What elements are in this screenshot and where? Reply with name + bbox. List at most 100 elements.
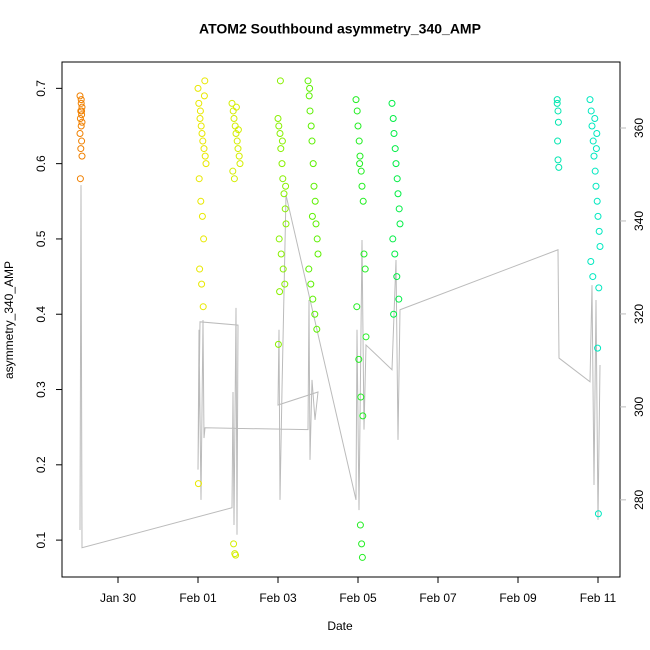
- scatter-point: [230, 540, 238, 548]
- scatter-point: [233, 137, 241, 145]
- scatter-point: [78, 103, 86, 111]
- scatter-point: [554, 118, 562, 126]
- scatter-point: [307, 280, 315, 288]
- line-series: [79, 185, 601, 549]
- x-tick-label: Feb 01: [179, 591, 217, 605]
- scatter-point: [278, 137, 286, 145]
- scatter-point: [393, 175, 401, 183]
- scatter-point: [197, 197, 205, 205]
- scatter-point: [392, 160, 400, 168]
- scatter-point: [274, 340, 282, 348]
- scatter-point: [362, 333, 370, 341]
- scatter-point: [595, 284, 603, 292]
- scatter-point: [196, 265, 204, 273]
- scatter-point: [359, 412, 367, 420]
- scatter-point: [595, 227, 603, 235]
- scatter-point: [352, 96, 360, 104]
- scatter-point: [232, 103, 240, 111]
- scatter-point: [590, 152, 598, 160]
- scatter-point: [305, 265, 313, 273]
- scatter-point: [78, 137, 86, 145]
- scatter-point: [554, 107, 562, 115]
- scatter-point: [308, 137, 316, 145]
- scatter-point: [357, 167, 365, 175]
- y-tick-label: 0.2: [34, 456, 48, 473]
- scatter-point: [311, 310, 319, 318]
- scatter-point: [231, 122, 239, 130]
- scatter-point: [77, 99, 85, 107]
- scatter-point: [275, 235, 283, 243]
- y-tick-label: 0.4: [34, 306, 48, 323]
- scatter-point: [196, 114, 204, 122]
- scatter-point: [195, 99, 203, 107]
- scatter-point: [197, 122, 205, 130]
- scatter-point: [76, 114, 84, 122]
- scatter-point: [307, 122, 315, 130]
- scatter-point: [355, 137, 363, 145]
- scatter-point: [390, 310, 398, 318]
- scatter-point: [277, 250, 285, 258]
- scatter-point: [278, 160, 286, 168]
- scatter-point: [77, 122, 85, 130]
- x-tick-label: Feb 07: [419, 591, 457, 605]
- scatter-point: [228, 99, 236, 107]
- scatter-point: [234, 145, 242, 153]
- scatter-point: [309, 295, 317, 303]
- scatter-point: [593, 197, 601, 205]
- scatter-point: [76, 175, 84, 183]
- scatter-point: [194, 84, 202, 92]
- scatter-point: [280, 190, 288, 198]
- y2-tick-label: 280: [632, 490, 646, 510]
- scatter-point: [306, 84, 314, 92]
- y-tick-label: 0.6: [34, 155, 48, 172]
- scatter-point: [589, 273, 597, 281]
- scatter-point: [281, 280, 289, 288]
- scatter-point: [306, 107, 314, 115]
- scatter-point: [594, 344, 602, 352]
- scatter-point: [311, 197, 319, 205]
- y-tick-label: 0.7: [34, 80, 48, 97]
- scatter-point: [279, 175, 287, 183]
- y-tick-label: 0.1: [34, 531, 48, 548]
- scatter-point: [313, 325, 321, 333]
- scatter-point: [314, 250, 322, 258]
- scatter-point: [358, 553, 366, 561]
- scatter-point: [276, 77, 284, 85]
- scatter-point: [358, 182, 366, 190]
- scatter-point: [396, 220, 404, 228]
- y-tick-label: 0.5: [34, 230, 48, 247]
- scatter-point: [390, 130, 398, 138]
- scatter-point: [591, 167, 599, 175]
- scatter-point: [354, 122, 362, 130]
- scatter-point: [78, 107, 86, 115]
- scatter-point: [199, 137, 207, 145]
- scatter-point: [229, 107, 237, 115]
- scatter-point: [312, 220, 320, 228]
- scatter-point: [592, 145, 600, 153]
- scatter-point: [275, 122, 283, 130]
- scatter-point: [593, 130, 601, 138]
- scatter-point: [553, 99, 561, 107]
- scatter-point: [199, 303, 207, 311]
- scatter-point: [596, 242, 604, 250]
- scatter-point: [308, 212, 316, 220]
- scatter-point: [201, 152, 209, 160]
- x-tick-label: Jan 30: [100, 591, 136, 605]
- scatter-point: [78, 152, 86, 160]
- scatter-point: [194, 480, 202, 488]
- scatter-point: [200, 235, 208, 243]
- scatter-point: [358, 540, 366, 548]
- scatter-point: [282, 182, 290, 190]
- scatter-point: [77, 96, 85, 104]
- scatter-point: [554, 156, 562, 164]
- scatter-point: [356, 521, 364, 529]
- scatter-point: [313, 235, 321, 243]
- chart-title: ATOM2 Southbound asymmetry_340_AMP: [199, 21, 481, 37]
- scatter-point: [361, 265, 369, 273]
- x-tick-label: Feb 05: [339, 591, 377, 605]
- y2-tick-label: 300: [632, 397, 646, 417]
- scatter-point: [277, 145, 285, 153]
- scatter-point: [353, 107, 361, 115]
- scatter-point: [309, 160, 317, 168]
- scatter-point: [304, 77, 312, 85]
